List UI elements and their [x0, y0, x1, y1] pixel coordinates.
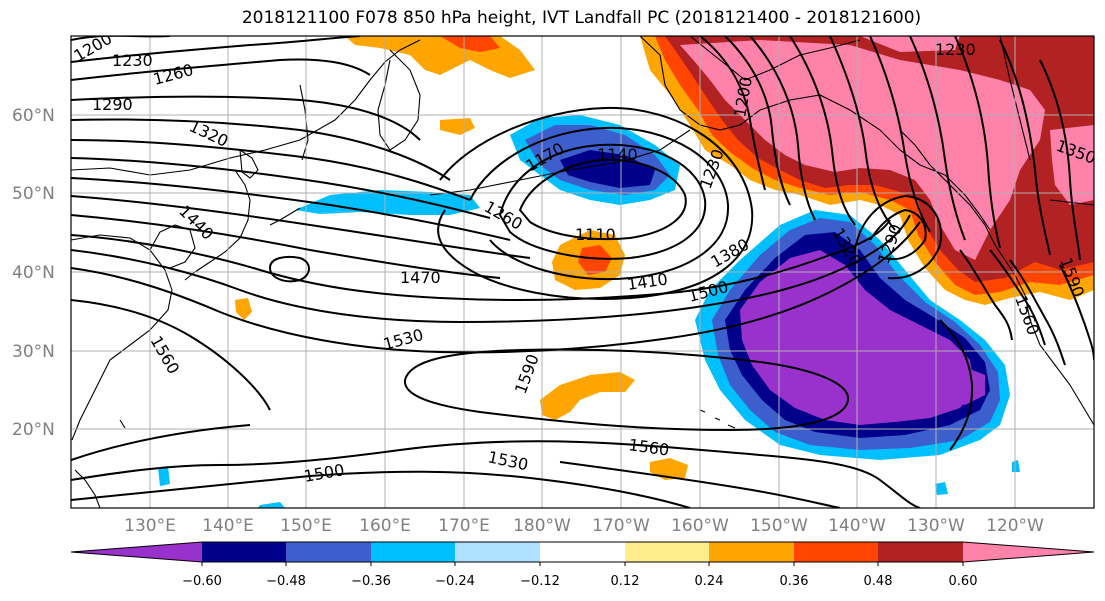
gridlines [71, 36, 1094, 508]
negative-anomaly-small [158, 460, 1020, 508]
coastlines [71, 36, 1094, 508]
lat-label: 50°N [12, 184, 55, 204]
colorbar-tick-label: 0.24 [695, 574, 724, 589]
contour-label: 1290 [92, 95, 133, 114]
colorbar-segment [202, 542, 286, 562]
lon-label: 140°E [202, 516, 254, 536]
colorbar-segment [625, 542, 709, 562]
contour-label: 1230 [112, 51, 153, 70]
colorbar-tick-label: 0.36 [780, 574, 809, 589]
lon-label: 120°W [986, 516, 1044, 536]
lat-label: 60°N [12, 106, 55, 126]
colorbar-tick-label: 0.60 [949, 574, 978, 589]
lat-label: 20°N [12, 420, 55, 440]
height-contours [71, 36, 1094, 508]
colorbar-segment [286, 542, 371, 562]
contour-label: 1110 [575, 225, 616, 244]
colorbar [70, 541, 1095, 566]
lon-label: 160°W [671, 516, 729, 536]
lat-label: 30°N [12, 342, 55, 362]
colorbar-segment [709, 542, 794, 562]
positive-anomaly-subtropical [235, 298, 688, 480]
colorbar-tick-label: −0.36 [351, 574, 391, 589]
colorbar-tick-label: −0.12 [520, 574, 560, 589]
lon-label: 180°W [513, 516, 571, 536]
map-frame [70, 35, 1095, 509]
colorbar-tick-label: −0.24 [435, 574, 475, 589]
colorbar-segment [794, 542, 878, 562]
lon-label: 170°E [438, 516, 490, 536]
colorbar-tick-label: −0.60 [182, 574, 222, 589]
colorbar-segment [963, 542, 1094, 562]
colorbar-segment [371, 542, 455, 562]
lon-label: 170°W [592, 516, 650, 536]
contour-label: 1470 [400, 268, 441, 287]
colorbar-segment [878, 542, 963, 562]
lon-label: 140°W [828, 516, 886, 536]
lon-label: 130°W [907, 516, 965, 536]
colorbar-tick-label: 0.12 [611, 574, 640, 589]
lat-label: 40°N [12, 263, 55, 283]
contour-label: 1140 [597, 145, 638, 164]
positive-anomaly-kamchatka [345, 36, 535, 135]
colorbar-tick-label: 0.48 [864, 574, 893, 589]
colorbar-segment [455, 542, 540, 562]
contour-label: 1230 [935, 40, 976, 59]
latitude-labels: 60°N 50°N 40°N 30°N 20°N [12, 106, 55, 440]
lon-label: 130°E [124, 516, 176, 536]
longitude-labels: 130°E 140°E 150°E 160°E 170°E 180°W 170°… [124, 516, 1044, 536]
lon-label: 150°E [280, 516, 332, 536]
map-title: 2018121100 F078 850 hPa height, IVT Land… [241, 8, 922, 28]
positive-anomaly-central [552, 230, 625, 290]
colorbar-tick-label: −0.48 [266, 574, 306, 589]
lon-label: 160°E [359, 516, 411, 536]
colorbar-segment [540, 542, 625, 562]
lon-label: 150°W [750, 516, 808, 536]
colorbar-labels: −0.60 −0.48 −0.36 −0.24 −0.12 0.12 0.24 … [182, 574, 977, 589]
colorbar-segment [71, 542, 202, 562]
